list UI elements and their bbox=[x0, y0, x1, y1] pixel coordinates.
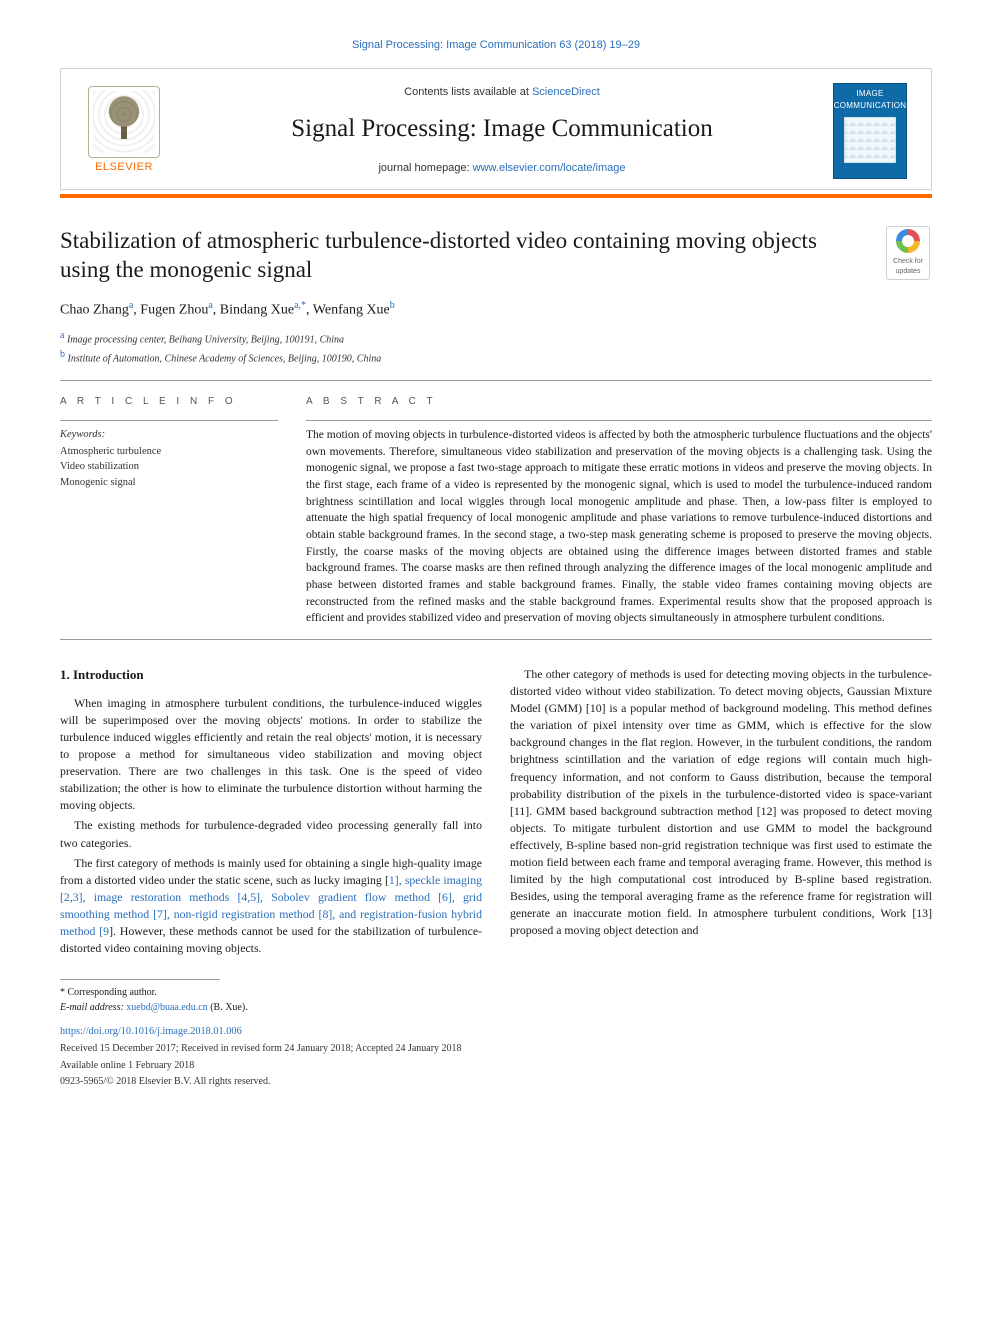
keyword-3: Monogenic signal bbox=[60, 475, 278, 490]
keyword-1: Atmospheric turbulence bbox=[60, 444, 278, 459]
rule-under-abstract-head bbox=[306, 420, 932, 421]
meta-abstract-row: A R T I C L E I N F O Keywords: Atmosphe… bbox=[60, 395, 932, 627]
author-4-aff: b bbox=[390, 300, 395, 311]
rule-above-meta bbox=[60, 380, 932, 381]
keywords-label: Keywords: bbox=[60, 427, 278, 442]
badge-line2: updates bbox=[896, 267, 921, 277]
author-3: Bindang Xue bbox=[220, 302, 294, 317]
aff-b-sup: b bbox=[60, 349, 65, 360]
publisher-name: ELSEVIER bbox=[81, 160, 167, 176]
page-root: Signal Processing: Image Communication 6… bbox=[0, 0, 992, 1120]
section-1-p3: The first category of methods is mainly … bbox=[60, 855, 482, 958]
abstract-col: A B S T R A C T The motion of moving obj… bbox=[306, 395, 932, 627]
running-head-link[interactable]: Signal Processing: Image Communication 6… bbox=[352, 39, 640, 51]
section-1-p1: When imaging in atmosphere turbulent con… bbox=[60, 695, 482, 815]
contents-lists-line: Contents lists available at ScienceDirec… bbox=[189, 85, 815, 101]
article-info-head: A R T I C L E I N F O bbox=[60, 395, 278, 410]
p3-post: ]. However, these methods cannot be used… bbox=[60, 924, 482, 955]
section-1-p2: The existing methods for turbulence-degr… bbox=[60, 817, 482, 851]
cover-sublabel: COMMUNICATION bbox=[834, 100, 907, 112]
journal-header-card: ELSEVIER Contents lists available at Sci… bbox=[60, 68, 932, 190]
author-4: Wenfang Xue bbox=[313, 302, 390, 317]
aff-a-sup: a bbox=[60, 330, 64, 341]
copyright-line: 0923-5965/© 2018 Elsevier B.V. All right… bbox=[60, 1075, 932, 1090]
email-paren: (B. Xue). bbox=[210, 1002, 248, 1013]
journal-homepage-line: journal homepage: www.elsevier.com/locat… bbox=[189, 161, 815, 177]
author-2: Fugen Zhou bbox=[140, 302, 208, 317]
elsevier-tree-icon bbox=[88, 86, 160, 158]
cover-art-icon bbox=[844, 117, 896, 163]
doi-link[interactable]: https://doi.org/10.1016/j.image.2018.01.… bbox=[60, 1025, 242, 1040]
author-2-aff: a bbox=[208, 300, 212, 311]
corresponding-author: * Corresponding author. bbox=[60, 986, 932, 1001]
abstract-text: The motion of moving objects in turbulen… bbox=[306, 427, 932, 627]
sciencedirect-link[interactable]: ScienceDirect bbox=[532, 86, 600, 98]
email-link[interactable]: xuebd@buaa.edu.cn bbox=[126, 1002, 207, 1013]
aff-a: Image processing center, Beihang Univers… bbox=[67, 334, 344, 345]
journal-homepage-link[interactable]: www.elsevier.com/locate/image bbox=[473, 162, 626, 174]
affiliations: a Image processing center, Beihang Unive… bbox=[60, 329, 932, 367]
journal-cover-thumb: IMAGE COMMUNICATION bbox=[833, 83, 907, 179]
author-1: Chao Zhang bbox=[60, 302, 129, 317]
journal-name: Signal Processing: Image Communication bbox=[189, 111, 815, 147]
card-center: Contents lists available at ScienceDirec… bbox=[189, 85, 815, 177]
contents-prefix: Contents lists available at bbox=[404, 86, 532, 98]
section-1-heading: 1. Introduction bbox=[60, 666, 482, 685]
rule-below-abstract bbox=[60, 639, 932, 640]
orange-rule bbox=[60, 194, 932, 198]
section-1-p4: The other category of methods is used fo… bbox=[510, 666, 932, 940]
article-history: Received 15 December 2017; Received in r… bbox=[60, 1042, 932, 1057]
email-line: E-mail address: xuebd@buaa.edu.cn (B. Xu… bbox=[60, 1001, 932, 1016]
email-label: E-mail address: bbox=[60, 1002, 124, 1013]
running-head: Signal Processing: Image Communication 6… bbox=[60, 38, 932, 54]
badge-line1: Check for bbox=[893, 257, 923, 267]
article-info-col: A R T I C L E I N F O Keywords: Atmosphe… bbox=[60, 395, 278, 627]
homepage-prefix: journal homepage: bbox=[378, 162, 472, 174]
author-3-aff: a,* bbox=[294, 300, 306, 311]
keyword-2: Video stabilization bbox=[60, 459, 278, 474]
abstract-head: A B S T R A C T bbox=[306, 395, 932, 410]
body-two-column: 1. Introduction When imaging in atmosphe… bbox=[60, 666, 932, 957]
crossmark-ring-icon bbox=[896, 229, 920, 253]
authors-line: Chao Zhanga, Fugen Zhoua, Bindang Xuea,*… bbox=[60, 299, 932, 321]
available-online: Available online 1 February 2018 bbox=[60, 1059, 932, 1074]
check-for-updates-badge[interactable]: Check for updates bbox=[886, 226, 930, 280]
rule-under-info-head bbox=[60, 420, 278, 421]
cover-label: IMAGE bbox=[856, 88, 883, 100]
footnote-rule bbox=[60, 979, 220, 980]
aff-b: Institute of Automation, Chinese Academy… bbox=[68, 353, 382, 364]
publisher-logo: ELSEVIER bbox=[81, 86, 167, 176]
article-title: Stabilization of atmospheric turbulence-… bbox=[60, 226, 872, 285]
author-1-aff: a bbox=[129, 300, 133, 311]
